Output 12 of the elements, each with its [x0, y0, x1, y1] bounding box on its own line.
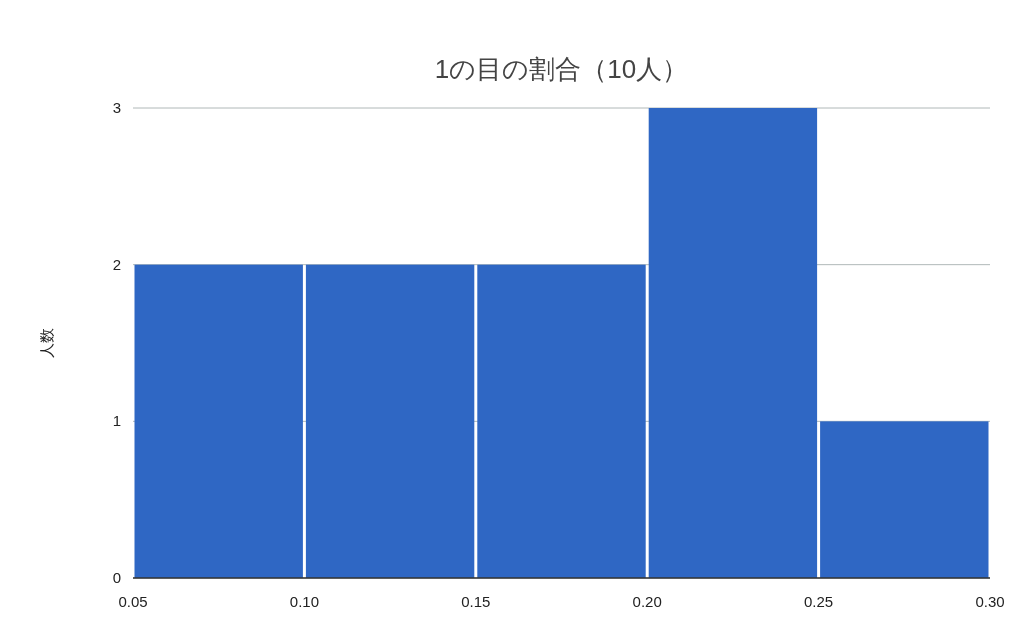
x-tick-label: 0.05	[118, 593, 148, 610]
y-tick-label: 1	[112, 412, 121, 430]
chart-title: 1の目の割合（10人）	[434, 54, 689, 84]
x-tick-label: 0.10	[289, 593, 319, 610]
y-tick-label: 3	[112, 99, 121, 116]
x-tick-label: 0.20	[632, 593, 662, 610]
x-tick-label: 0.15	[461, 593, 491, 610]
x-tick-label: 0.30	[975, 593, 1005, 610]
x-tick-label: 0.25	[804, 593, 834, 610]
y-axis-title: 人数	[38, 328, 55, 358]
y-tick-label: 0	[112, 569, 121, 586]
y-tick-label: 2	[112, 255, 121, 273]
